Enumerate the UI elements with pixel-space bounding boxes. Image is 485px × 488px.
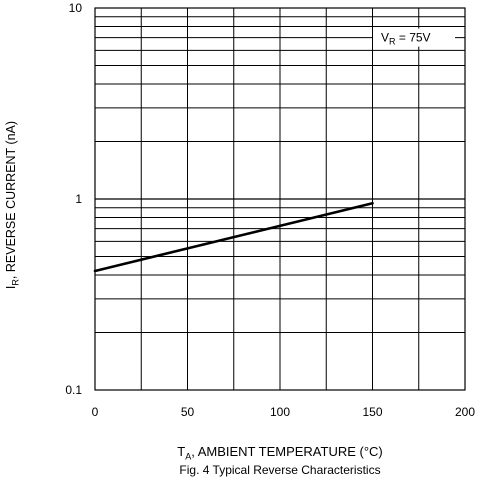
series-line bbox=[93, 201, 374, 273]
x-axis-title: TA, AMBIENT TEMPERATURE (°C) bbox=[95, 444, 465, 462]
x-tick-label: 150 bbox=[362, 405, 382, 419]
y-axis-title: IR, REVERSE CURRENT (nA) bbox=[4, 121, 21, 289]
x-tick-label: 0 bbox=[92, 405, 99, 419]
y-axis-title-main: I bbox=[3, 285, 18, 290]
vr-annotation: VR = 75V bbox=[373, 28, 455, 47]
plot-frame bbox=[94, 7, 466, 391]
x-axis-title-main: T bbox=[177, 444, 186, 459]
x-tick-label: 200 bbox=[455, 405, 475, 419]
y-axis-title-container: IR, REVERSE CURRENT (nA) bbox=[0, 0, 24, 488]
x-tick-label: 100 bbox=[270, 405, 290, 419]
y-tick-label: 1 bbox=[75, 192, 82, 206]
figure-caption: Fig. 4 Typical Reverse Characteristics bbox=[179, 463, 381, 477]
grid bbox=[95, 8, 465, 390]
vr-annotation-main: V bbox=[381, 31, 389, 45]
y-tick-label: 10 bbox=[69, 1, 83, 15]
vr-annotation-text: VR = 75V bbox=[381, 31, 431, 47]
vr-annotation-sub: R bbox=[389, 37, 396, 47]
y-axis-title-sub: R bbox=[10, 279, 21, 286]
series-lines bbox=[93, 201, 374, 273]
tick-labels: 0 50 100 150 200 0.1 1 10 bbox=[65, 1, 475, 419]
y-tick-label: 0.1 bbox=[65, 383, 82, 397]
x-tick-label: 50 bbox=[181, 405, 195, 419]
vr-annotation-rest: = 75V bbox=[396, 31, 431, 45]
x-axis-title-rest: , AMBIENT TEMPERATURE (°C) bbox=[191, 444, 383, 459]
x-axis-title-sub: A bbox=[185, 451, 192, 462]
y-axis-title-rest: , REVERSE CURRENT (nA) bbox=[3, 120, 18, 280]
